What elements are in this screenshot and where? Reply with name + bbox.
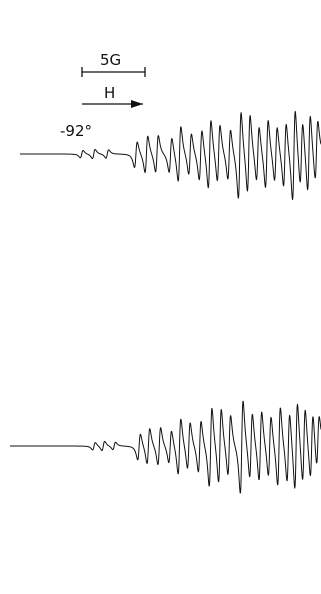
field-arrow-label: H <box>104 84 115 102</box>
scale-bar: 5G <box>81 51 146 77</box>
field-arrow-head <box>131 100 143 108</box>
spectrum-trace-top <box>19 110 321 201</box>
scale-bar-label: 5G <box>100 51 121 69</box>
field-arrow: H <box>82 84 143 108</box>
spectrum-trace-bottom <box>9 400 321 494</box>
temperature-label: -92° <box>60 122 92 140</box>
